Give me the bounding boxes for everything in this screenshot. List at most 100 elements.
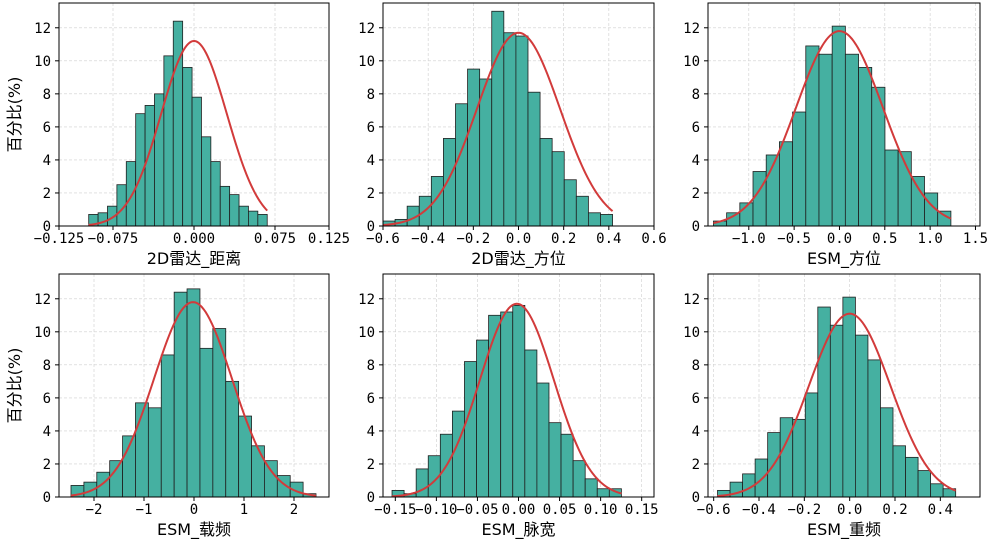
x-tick-label: −0.4 — [742, 502, 776, 518]
y-tick-label: 0 — [43, 490, 51, 506]
y-tick-label: 6 — [43, 120, 51, 136]
histogram-bar — [96, 471, 111, 498]
y-tick-label: 8 — [43, 358, 51, 374]
histogram-bar — [596, 488, 610, 498]
x-tick-label: 0.4 — [596, 231, 621, 247]
histogram-bar — [238, 205, 249, 227]
histogram-bar — [842, 296, 856, 498]
y-tick-label: 10 — [34, 54, 51, 70]
y-tick-label: 10 — [683, 54, 700, 70]
histogram-bar — [560, 433, 574, 498]
x-tick-label: 0.05 — [543, 502, 577, 518]
normal-fit-curve — [88, 39, 268, 226]
histogram-bar — [831, 25, 846, 227]
x-tick-label: −2 — [86, 502, 103, 518]
normal-fit-curve — [713, 30, 952, 225]
histogram-bar — [858, 67, 873, 227]
y-tick-label: 4 — [43, 424, 51, 440]
y-tick-label: 0 — [692, 219, 700, 235]
x-tick-label: 0.125 — [308, 231, 350, 247]
y-tick-label: 6 — [367, 120, 375, 136]
x-tick-label: 0.000 — [173, 231, 215, 247]
y-tick-label: 6 — [367, 391, 375, 407]
x-tick-label: 1.5 — [963, 231, 988, 247]
x-tick-label: 0.0 — [827, 231, 852, 247]
histogram-bar — [600, 214, 613, 227]
y-tick-label: 0 — [692, 490, 700, 506]
histogram-bar — [257, 214, 268, 227]
normal-fit-curve — [382, 31, 614, 227]
histogram-bar — [451, 410, 465, 498]
histogram-bar — [491, 10, 505, 227]
histogram-bar — [251, 445, 265, 498]
histogram-bar — [144, 105, 155, 227]
histogram-bar — [779, 141, 793, 227]
x-tick-label: 0.6 — [641, 231, 666, 247]
histogram-bar — [210, 161, 221, 227]
histogram-bar — [855, 334, 869, 498]
x-axis-title: ESM_载频 — [157, 520, 231, 540]
histogram-bar — [147, 407, 162, 498]
y-tick-label: 10 — [34, 325, 51, 341]
histogram-bar — [792, 111, 807, 227]
histogram-bar — [443, 138, 456, 227]
x-tick-label: −1.0 — [732, 231, 766, 247]
panel-5: −0.6 −0.4 −0.2 0.0 0.2 0.4 0 2 4 6 8 10 12 ESM_重频 — [683, 273, 981, 540]
x-tick-label: 0 — [190, 502, 198, 518]
y-tick-label: 4 — [692, 424, 700, 440]
histogram-bar — [892, 445, 906, 498]
histogram-bar — [515, 35, 529, 227]
y-tick-label: 12 — [683, 21, 700, 37]
histogram-bar — [191, 96, 202, 227]
histogram-bar — [500, 311, 514, 498]
y-tick-label: 2 — [43, 186, 51, 202]
y-tick-label: 0 — [43, 219, 51, 235]
x-axis-title: 2D雷达_方位 — [471, 249, 566, 269]
histogram-bar — [884, 149, 899, 227]
y-tick-label: 8 — [692, 358, 700, 374]
histogram-bar — [172, 20, 184, 227]
normal-fit-curve — [717, 312, 957, 498]
y-tick-label: 2 — [367, 186, 375, 202]
y-tick-label: 12 — [34, 292, 51, 308]
y-tick-label: 8 — [367, 87, 375, 103]
histogram-bar — [536, 382, 550, 498]
histogram-bar — [804, 392, 819, 498]
histogram-bar — [880, 407, 894, 498]
histogram-bar — [792, 418, 806, 498]
histogram-bar — [587, 212, 601, 227]
y-tick-label: 6 — [692, 391, 700, 407]
histogram-bar — [551, 151, 565, 227]
y-axis-title: 百分比(%) — [5, 348, 24, 424]
histogram-bar — [182, 67, 193, 227]
histogram-bar — [503, 32, 517, 227]
x-axis-title: 2D雷达_距离 — [147, 249, 242, 269]
panel-0: −0.125 −0.075 0.000 0.075 0.125 0 2 4 6 8 10 12 2D雷达… — [5, 2, 350, 269]
histogram-bar — [248, 210, 259, 227]
y-tick-label: 8 — [367, 358, 375, 374]
x-tick-label: −0.05 — [456, 502, 498, 518]
histogram-bar — [173, 291, 188, 498]
y-tick-label: 4 — [43, 153, 51, 169]
x-tick-label: −0.075 — [88, 231, 139, 247]
histogram-bar — [125, 161, 137, 227]
histogram-bar — [219, 185, 231, 227]
panel-2: −1.0 −0.5 0.0 0.5 1.0 1.5 0 2 4 6 8 10 12 ESM_方位 — [683, 2, 988, 269]
histogram-bar — [844, 53, 859, 227]
histogram-bar — [910, 176, 925, 227]
y-tick-label: 12 — [34, 21, 51, 37]
x-axis-title: ESM_脉宽 — [481, 520, 555, 540]
y-tick-label: 10 — [683, 325, 700, 341]
panel-1: −0.6 −0.4 −0.2 0.0 0.2 0.4 0.6 0 2 4 6 8 10 12 2D雷达_方位 — [358, 2, 667, 269]
x-tick-label: −0.5 — [777, 231, 811, 247]
histogram-bar — [415, 468, 429, 498]
histogram-bar — [109, 460, 123, 498]
histogram-bar — [467, 68, 481, 227]
plot-frame — [707, 2, 981, 227]
histogram-bar — [917, 470, 932, 498]
y-tick-label: 10 — [358, 325, 375, 341]
histogram-bar — [186, 288, 201, 498]
y-tick-label: 0 — [367, 490, 375, 506]
x-tick-label: 0.5 — [872, 231, 897, 247]
